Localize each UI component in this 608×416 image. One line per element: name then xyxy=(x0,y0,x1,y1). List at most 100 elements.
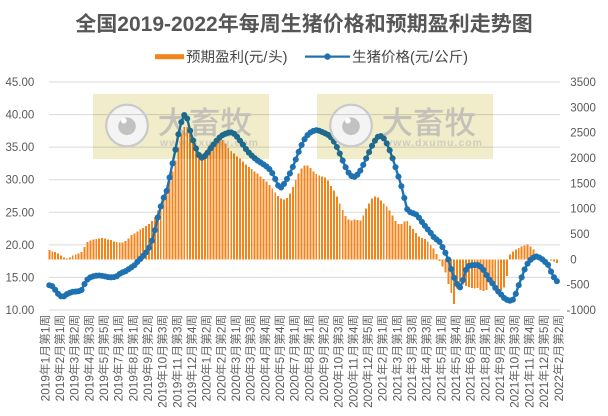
svg-text:15.00: 15.00 xyxy=(6,272,35,284)
svg-text:2019: 2019 xyxy=(112,375,126,401)
svg-text:1: 1 xyxy=(302,327,316,334)
svg-text:2021: 2021 xyxy=(420,375,434,401)
svg-text:10: 10 xyxy=(508,356,522,370)
svg-text:20.00: 20.00 xyxy=(6,240,35,252)
svg-text:5: 5 xyxy=(537,326,551,333)
svg-text:8: 8 xyxy=(126,356,140,363)
svg-text:2019: 2019 xyxy=(53,375,67,401)
svg-text:5: 5 xyxy=(97,326,111,333)
svg-text:2021: 2021 xyxy=(464,375,478,401)
svg-text:4: 4 xyxy=(522,326,536,333)
svg-text:2019: 2019 xyxy=(68,375,82,401)
svg-text:3: 3 xyxy=(332,326,346,333)
svg-text:6: 6 xyxy=(464,356,478,363)
svg-text:4: 4 xyxy=(346,326,360,333)
svg-text:5: 5 xyxy=(97,356,111,363)
svg-text:8: 8 xyxy=(478,356,492,363)
svg-text:2019: 2019 xyxy=(126,375,140,401)
svg-text:4: 4 xyxy=(258,326,272,333)
svg-text:40.00: 40.00 xyxy=(6,110,35,122)
svg-text:2500: 2500 xyxy=(570,128,596,140)
svg-text:2021: 2021 xyxy=(376,375,390,401)
svg-text:1: 1 xyxy=(478,327,492,334)
svg-text:5: 5 xyxy=(449,356,463,363)
svg-text:2020: 2020 xyxy=(229,375,243,402)
svg-text:9: 9 xyxy=(141,357,155,364)
svg-text:2: 2 xyxy=(214,327,228,334)
svg-text:3: 3 xyxy=(244,356,258,363)
svg-text:9: 9 xyxy=(493,357,507,364)
svg-text:3: 3 xyxy=(508,326,522,333)
svg-text:2020: 2020 xyxy=(200,375,214,402)
svg-text:2020: 2020 xyxy=(288,375,302,402)
svg-text:2020: 2020 xyxy=(317,375,331,402)
svg-text:2019: 2019 xyxy=(156,382,170,408)
svg-text:10: 10 xyxy=(332,356,346,370)
svg-text:2: 2 xyxy=(214,357,228,364)
svg-text:2019-2022: 2019-2022 xyxy=(117,13,217,36)
svg-text:3: 3 xyxy=(405,356,419,363)
svg-text:2021: 2021 xyxy=(478,375,492,401)
svg-text:4: 4 xyxy=(420,356,434,363)
svg-text:11: 11 xyxy=(346,358,360,370)
svg-text:2021: 2021 xyxy=(508,382,522,408)
svg-text:1000: 1000 xyxy=(570,204,596,216)
svg-text:1: 1 xyxy=(229,327,243,334)
svg-text:4: 4 xyxy=(82,356,96,363)
svg-text:): ) xyxy=(283,50,288,66)
svg-text:2019: 2019 xyxy=(141,375,155,401)
svg-text:2020: 2020 xyxy=(361,381,375,408)
svg-text:3: 3 xyxy=(156,326,170,333)
svg-text:2000: 2000 xyxy=(570,153,596,165)
svg-text:2020: 2020 xyxy=(214,375,228,402)
svg-text:2021: 2021 xyxy=(434,375,448,401)
svg-text:12: 12 xyxy=(185,357,199,370)
svg-text:1: 1 xyxy=(112,327,126,334)
svg-text:2019: 2019 xyxy=(97,375,111,401)
svg-text:3: 3 xyxy=(390,356,404,363)
svg-text:1: 1 xyxy=(288,327,302,334)
svg-text:2: 2 xyxy=(317,327,331,334)
svg-text:5: 5 xyxy=(434,356,448,363)
svg-text:1500: 1500 xyxy=(570,178,596,190)
svg-text:2020: 2020 xyxy=(244,375,258,402)
svg-text:9: 9 xyxy=(317,357,331,364)
svg-text:2: 2 xyxy=(552,357,566,364)
svg-text:30.00: 30.00 xyxy=(6,175,35,187)
svg-text:1: 1 xyxy=(53,327,67,334)
svg-text:2019: 2019 xyxy=(38,375,52,401)
svg-text:2022: 2022 xyxy=(552,375,566,401)
svg-text:8: 8 xyxy=(302,356,316,363)
svg-text:45.00: 45.00 xyxy=(6,77,35,89)
svg-text:3: 3 xyxy=(405,326,419,333)
svg-text:12: 12 xyxy=(361,357,375,370)
svg-text:2: 2 xyxy=(200,327,214,334)
svg-text:2021: 2021 xyxy=(390,375,404,401)
svg-text:/: / xyxy=(263,50,268,66)
svg-text:2: 2 xyxy=(141,327,155,334)
svg-text:2021: 2021 xyxy=(405,375,419,401)
svg-text:2020: 2020 xyxy=(346,381,360,408)
svg-text:1: 1 xyxy=(200,357,214,364)
svg-text:7: 7 xyxy=(112,357,126,364)
svg-text:25.00: 25.00 xyxy=(6,207,35,219)
svg-text:-1000: -1000 xyxy=(567,305,596,317)
svg-text:4: 4 xyxy=(449,326,463,333)
svg-text:0: 0 xyxy=(570,254,576,266)
svg-text:11: 11 xyxy=(522,358,536,370)
svg-text:2: 2 xyxy=(493,327,507,334)
svg-text:1: 1 xyxy=(390,327,404,334)
svg-text:4: 4 xyxy=(258,356,272,363)
svg-text:3: 3 xyxy=(68,356,82,363)
svg-text:1: 1 xyxy=(38,357,52,364)
svg-text:5: 5 xyxy=(464,326,478,333)
svg-text:3: 3 xyxy=(229,356,243,363)
svg-text:1: 1 xyxy=(126,327,140,334)
svg-text:3: 3 xyxy=(170,326,184,333)
svg-text:2: 2 xyxy=(552,327,566,334)
svg-text:-500: -500 xyxy=(567,280,590,292)
svg-text:2019: 2019 xyxy=(185,382,199,408)
svg-text:1: 1 xyxy=(376,327,390,334)
svg-text:2020: 2020 xyxy=(302,375,316,402)
svg-text:3: 3 xyxy=(82,326,96,333)
